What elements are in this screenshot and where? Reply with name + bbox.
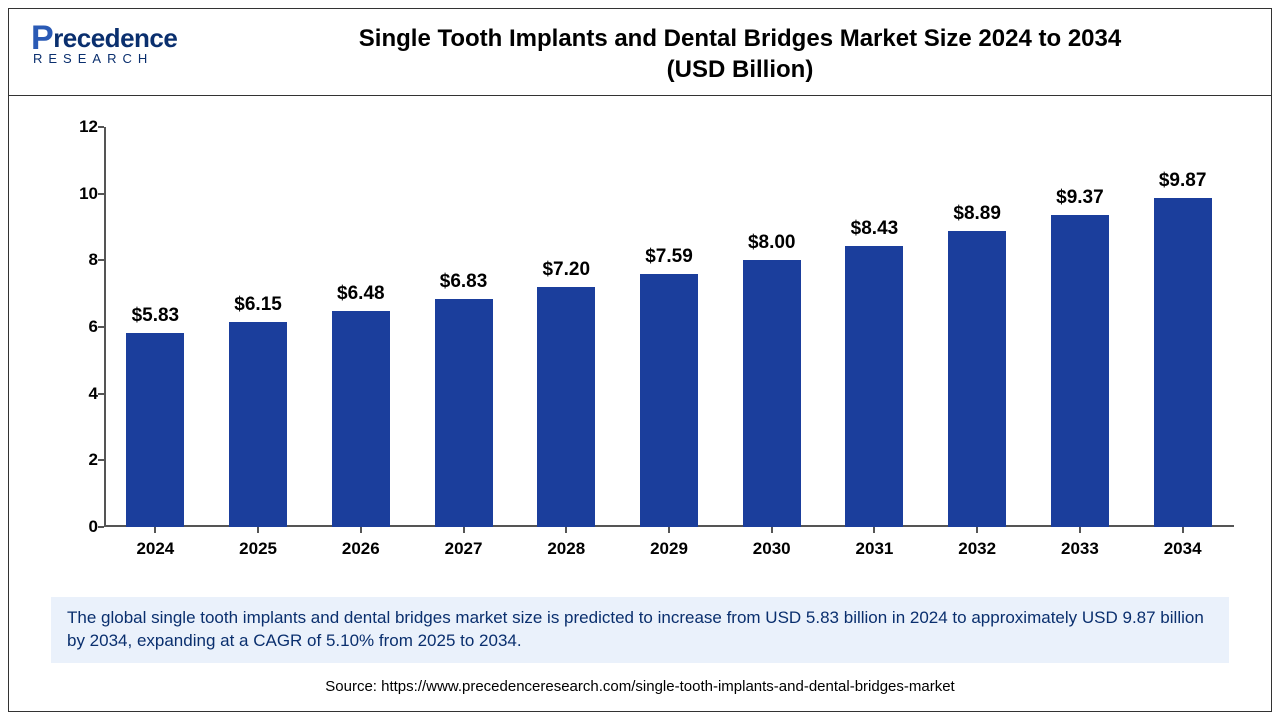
logo-p-glyph: P	[31, 21, 53, 55]
y-axis	[104, 127, 106, 527]
bar	[1051, 215, 1109, 527]
y-tick-label: 6	[58, 317, 98, 337]
y-tick-mark	[98, 459, 104, 461]
x-tick-mark	[1079, 527, 1081, 533]
x-tick-label: 2028	[516, 539, 616, 559]
bar	[845, 246, 903, 527]
logo-subtext: RESEARCH	[33, 51, 211, 66]
divider	[9, 95, 1271, 96]
x-tick-label: 2027	[414, 539, 514, 559]
x-tick-mark	[1182, 527, 1184, 533]
chart-container: Precedence RESEARCH Single Tooth Implant…	[8, 8, 1272, 712]
y-tick-label: 2	[58, 450, 98, 470]
logo: Precedence RESEARCH	[31, 19, 211, 66]
bar	[229, 322, 287, 527]
chart-title: Single Tooth Implants and Dental Bridges…	[239, 23, 1241, 85]
x-tick-mark	[360, 527, 362, 533]
y-tick-mark	[98, 193, 104, 195]
y-tick-label: 10	[58, 184, 98, 204]
x-tick-mark	[976, 527, 978, 533]
x-tick-label: 2030	[722, 539, 822, 559]
x-tick-mark	[668, 527, 670, 533]
bar	[126, 333, 184, 527]
x-tick-label: 2025	[208, 539, 308, 559]
x-tick-label: 2032	[927, 539, 1027, 559]
y-tick-mark	[98, 393, 104, 395]
x-tick-mark	[565, 527, 567, 533]
bar	[1154, 198, 1212, 527]
chart-title-line1: Single Tooth Implants and Dental Bridges…	[239, 23, 1241, 54]
x-tick-mark	[154, 527, 156, 533]
y-tick-label: 12	[58, 117, 98, 137]
x-tick-label: 2029	[619, 539, 719, 559]
bar	[948, 231, 1006, 527]
bar	[332, 311, 390, 527]
description-box: The global single tooth implants and den…	[51, 597, 1229, 663]
logo-name-rest: recedence	[53, 25, 177, 51]
y-tick-mark	[98, 526, 104, 528]
bar	[743, 260, 801, 527]
y-tick-mark	[98, 259, 104, 261]
bar	[640, 274, 698, 527]
x-tick-mark	[463, 527, 465, 533]
x-tick-mark	[873, 527, 875, 533]
bar-value-label: $9.87	[1123, 170, 1243, 192]
x-tick-label: 2031	[824, 539, 924, 559]
x-tick-label: 2033	[1030, 539, 1130, 559]
x-tick-mark	[257, 527, 259, 533]
x-tick-label: 2024	[105, 539, 205, 559]
bar	[537, 287, 595, 527]
x-tick-label: 2026	[311, 539, 411, 559]
y-tick-label: 8	[58, 250, 98, 270]
x-tick-mark	[771, 527, 773, 533]
y-tick-label: 4	[58, 384, 98, 404]
y-tick-mark	[98, 126, 104, 128]
source-text: Source: https://www.precedenceresearch.c…	[9, 678, 1271, 695]
plot-area: 024681012$5.832024$6.152025$6.482026$6.8…	[104, 127, 1234, 527]
chart-title-line2: (USD Billion)	[239, 54, 1241, 85]
bar	[435, 299, 493, 527]
x-tick-label: 2034	[1133, 539, 1233, 559]
y-tick-label: 0	[58, 517, 98, 537]
logo-text: Precedence	[31, 19, 211, 53]
